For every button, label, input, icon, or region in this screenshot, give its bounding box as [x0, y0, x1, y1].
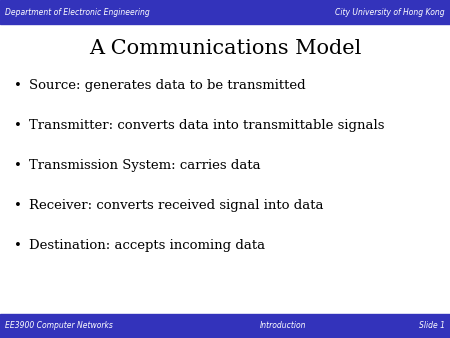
Text: •: • [14, 239, 22, 252]
Bar [0, 0, 450, 24]
Text: •: • [14, 119, 22, 132]
Text: •: • [14, 79, 22, 92]
Text: Transmitter: converts data into transmittable signals: Transmitter: converts data into transmit… [29, 119, 385, 132]
Bar [0, 314, 450, 338]
Text: •: • [14, 159, 22, 172]
Text: Introduction: Introduction [260, 321, 307, 330]
Text: Slide 1: Slide 1 [418, 321, 445, 330]
Text: City University of Hong Kong: City University of Hong Kong [335, 8, 445, 17]
Text: Department of Electronic Engineering: Department of Electronic Engineering [5, 8, 150, 17]
Text: Destination: accepts incoming data: Destination: accepts incoming data [29, 239, 266, 252]
Text: A Communications Model: A Communications Model [89, 39, 361, 58]
Text: Receiver: converts received signal into data: Receiver: converts received signal into … [29, 199, 324, 212]
Text: Source: generates data to be transmitted: Source: generates data to be transmitted [29, 79, 306, 92]
Text: •: • [14, 199, 22, 212]
Text: Transmission System: carries data: Transmission System: carries data [29, 159, 261, 172]
Text: EE3900 Computer Networks: EE3900 Computer Networks [5, 321, 113, 330]
